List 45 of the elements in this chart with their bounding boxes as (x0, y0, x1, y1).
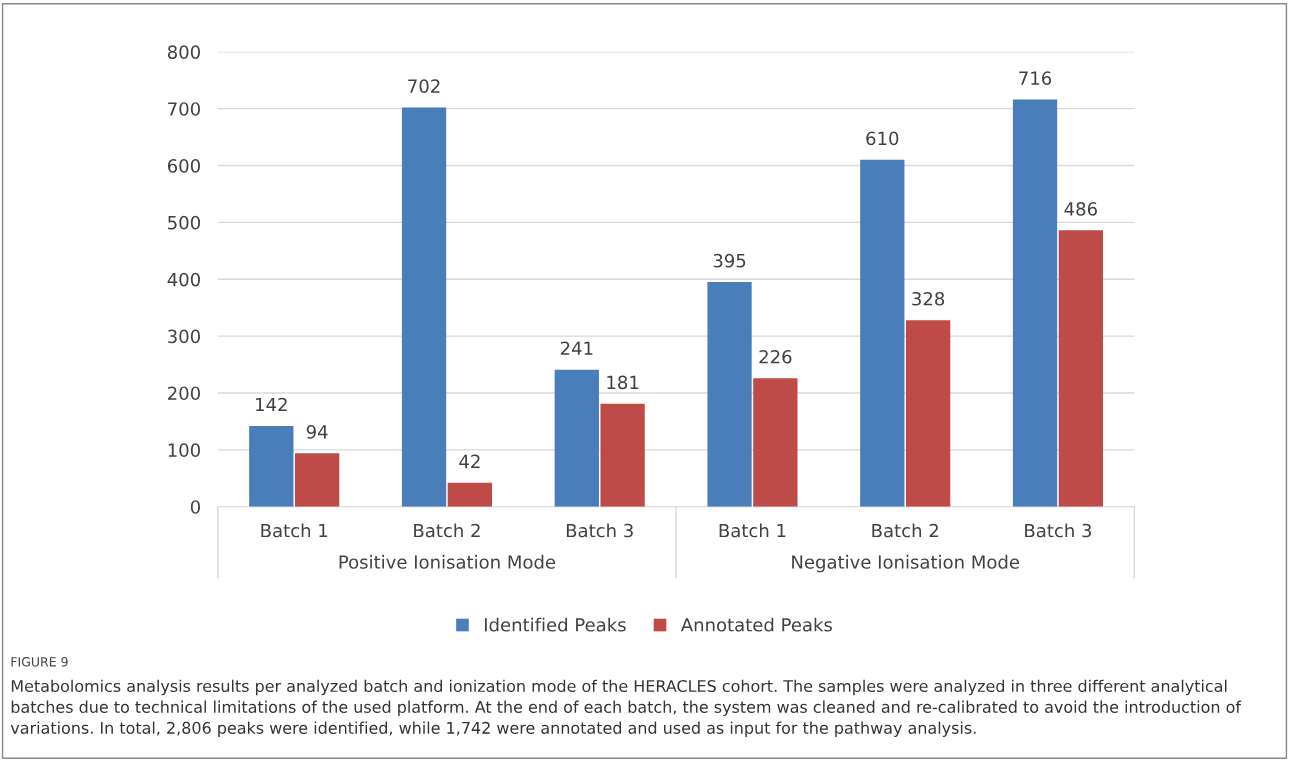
data-label: 142 (256, 397, 287, 412)
data-label: 716 (1019, 71, 1052, 85)
data-label: 181 (607, 375, 639, 390)
y-tick-label: 800 (167, 45, 200, 59)
data-label: 486 (1064, 202, 1097, 216)
bar (401, 107, 447, 507)
x-tick-label: Batch 2 (872, 523, 938, 538)
bar (905, 320, 951, 507)
y-tick-label: 500 (168, 215, 200, 230)
text: Negative Ionisation Mode (792, 554, 1020, 573)
bar (249, 425, 294, 507)
caption: FIGURE 9 (11, 657, 68, 667)
y-tick-label: 200 (168, 386, 200, 401)
y-tick-label: 300 (168, 329, 200, 344)
data-label: 226 (759, 349, 792, 364)
bar (554, 369, 599, 507)
data-label: 328 (912, 291, 945, 306)
y-tick-label: 100 (168, 443, 200, 457)
bar (1058, 230, 1104, 507)
legend-label: Identified Peaks (484, 617, 626, 632)
text: Positive Ionisation Mode (339, 554, 556, 569)
legend-label: Annotated Peaks (680, 617, 832, 632)
bar (447, 482, 493, 507)
bar (860, 159, 905, 507)
text: Metabolomics analysis results per analyzed batch and ionization mode of the HERACLES cohort. The samples were analyzed in three different analytical batches due to technical limitations of the used platform. At the end of each batch, the system was cleaned and re-calibrated to avoid the introduction of variations. In total, 2,806 peaks were identified, while 1,742 were annotated and used as input for the pathway analysis. (10, 679, 1242, 737)
data-label: 395 (713, 253, 746, 268)
data-label: 241 (560, 341, 593, 355)
data-label: 702 (408, 79, 440, 93)
x-tick-label: Batch 2 (414, 523, 480, 538)
bar (753, 378, 798, 507)
data-label: 42 (459, 454, 480, 468)
bar (600, 403, 645, 507)
bar (1012, 99, 1058, 507)
data-label: 610 (866, 131, 899, 146)
x-tick-label: Batch 3 (566, 523, 633, 538)
y-tick-label: 0 (190, 500, 200, 514)
y-tick-label: 400 (167, 272, 200, 287)
bar (294, 453, 340, 507)
y-tick-label: 700 (168, 102, 200, 116)
x-tick-label: Batch 3 (1025, 523, 1092, 538)
bar (707, 282, 752, 507)
x-tick-label: Batch 1 (719, 523, 786, 538)
y-tick-label: 600 (167, 159, 200, 173)
data-label: 94 (306, 425, 328, 439)
x-tick-label: Batch 1 (261, 523, 328, 538)
